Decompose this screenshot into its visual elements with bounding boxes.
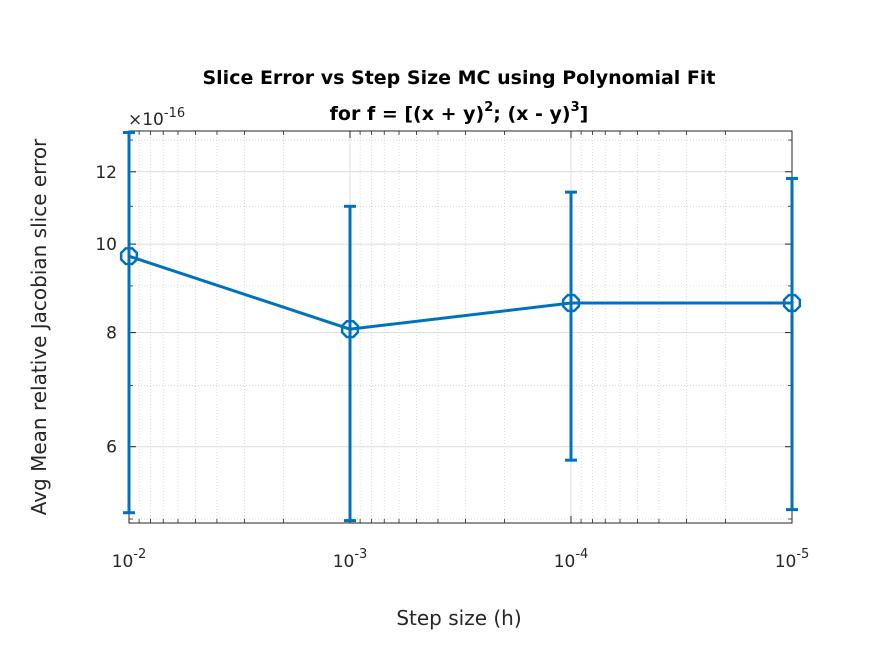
series-line xyxy=(128,254,792,331)
x-tick-exponent: -5 xyxy=(796,547,809,562)
series-line-group xyxy=(128,254,792,331)
x-tick-exponent: -3 xyxy=(354,547,367,562)
title-line2-sup1: 2 xyxy=(484,100,493,115)
x-tick-label: 10-2 xyxy=(112,547,147,572)
error-bars xyxy=(123,130,798,523)
y-tick-label: 12 xyxy=(95,163,117,183)
y-exponent-power: -16 xyxy=(164,106,185,121)
y-tick-labels: 6 8 10 12 xyxy=(95,163,117,458)
y-tick-label: 8 xyxy=(106,324,117,344)
x-tick-label: 10-3 xyxy=(333,547,368,572)
x-tick-exponent: -2 xyxy=(133,547,146,562)
title-line2-mid: ; (x - y) xyxy=(493,103,570,125)
x-tick-label: 10-5 xyxy=(775,547,810,572)
y-exponent-label: ×10-16 xyxy=(128,106,185,130)
x-tick-base: 10 xyxy=(333,552,355,572)
y-tick-label: 10 xyxy=(95,235,117,255)
x-tick-label: 10-4 xyxy=(554,547,589,572)
chart-title-line1: Slice Error vs Step Size MC using Polyno… xyxy=(202,67,715,89)
x-tick-base: 10 xyxy=(554,552,576,572)
title-line2-suffix: ] xyxy=(580,103,589,125)
x-tick-exponent: -4 xyxy=(575,547,588,562)
data-point-marker xyxy=(119,247,139,266)
y-axis-label: Avg Mean relative Jacobian slice error xyxy=(27,138,51,515)
data-markers xyxy=(119,247,802,339)
chart-title-line2: for f = [(x + y)2; (x - y)3] xyxy=(330,100,589,125)
data-point-marker xyxy=(340,320,360,339)
title-line2-prefix: for f = [(x + y) xyxy=(330,103,485,125)
title-line2-sup2: 3 xyxy=(571,100,580,115)
x-axis-label: Step size (h) xyxy=(396,606,521,630)
x-tick-labels: 10-2 10-3 10-4 10-5 xyxy=(112,547,810,572)
y-exponent-prefix: ×10 xyxy=(128,110,164,130)
data-point-marker xyxy=(561,293,581,313)
y-tick-label: 6 xyxy=(106,438,117,458)
data-point-marker xyxy=(782,293,802,313)
x-tick-base: 10 xyxy=(775,552,797,572)
x-tick-base: 10 xyxy=(112,552,134,572)
